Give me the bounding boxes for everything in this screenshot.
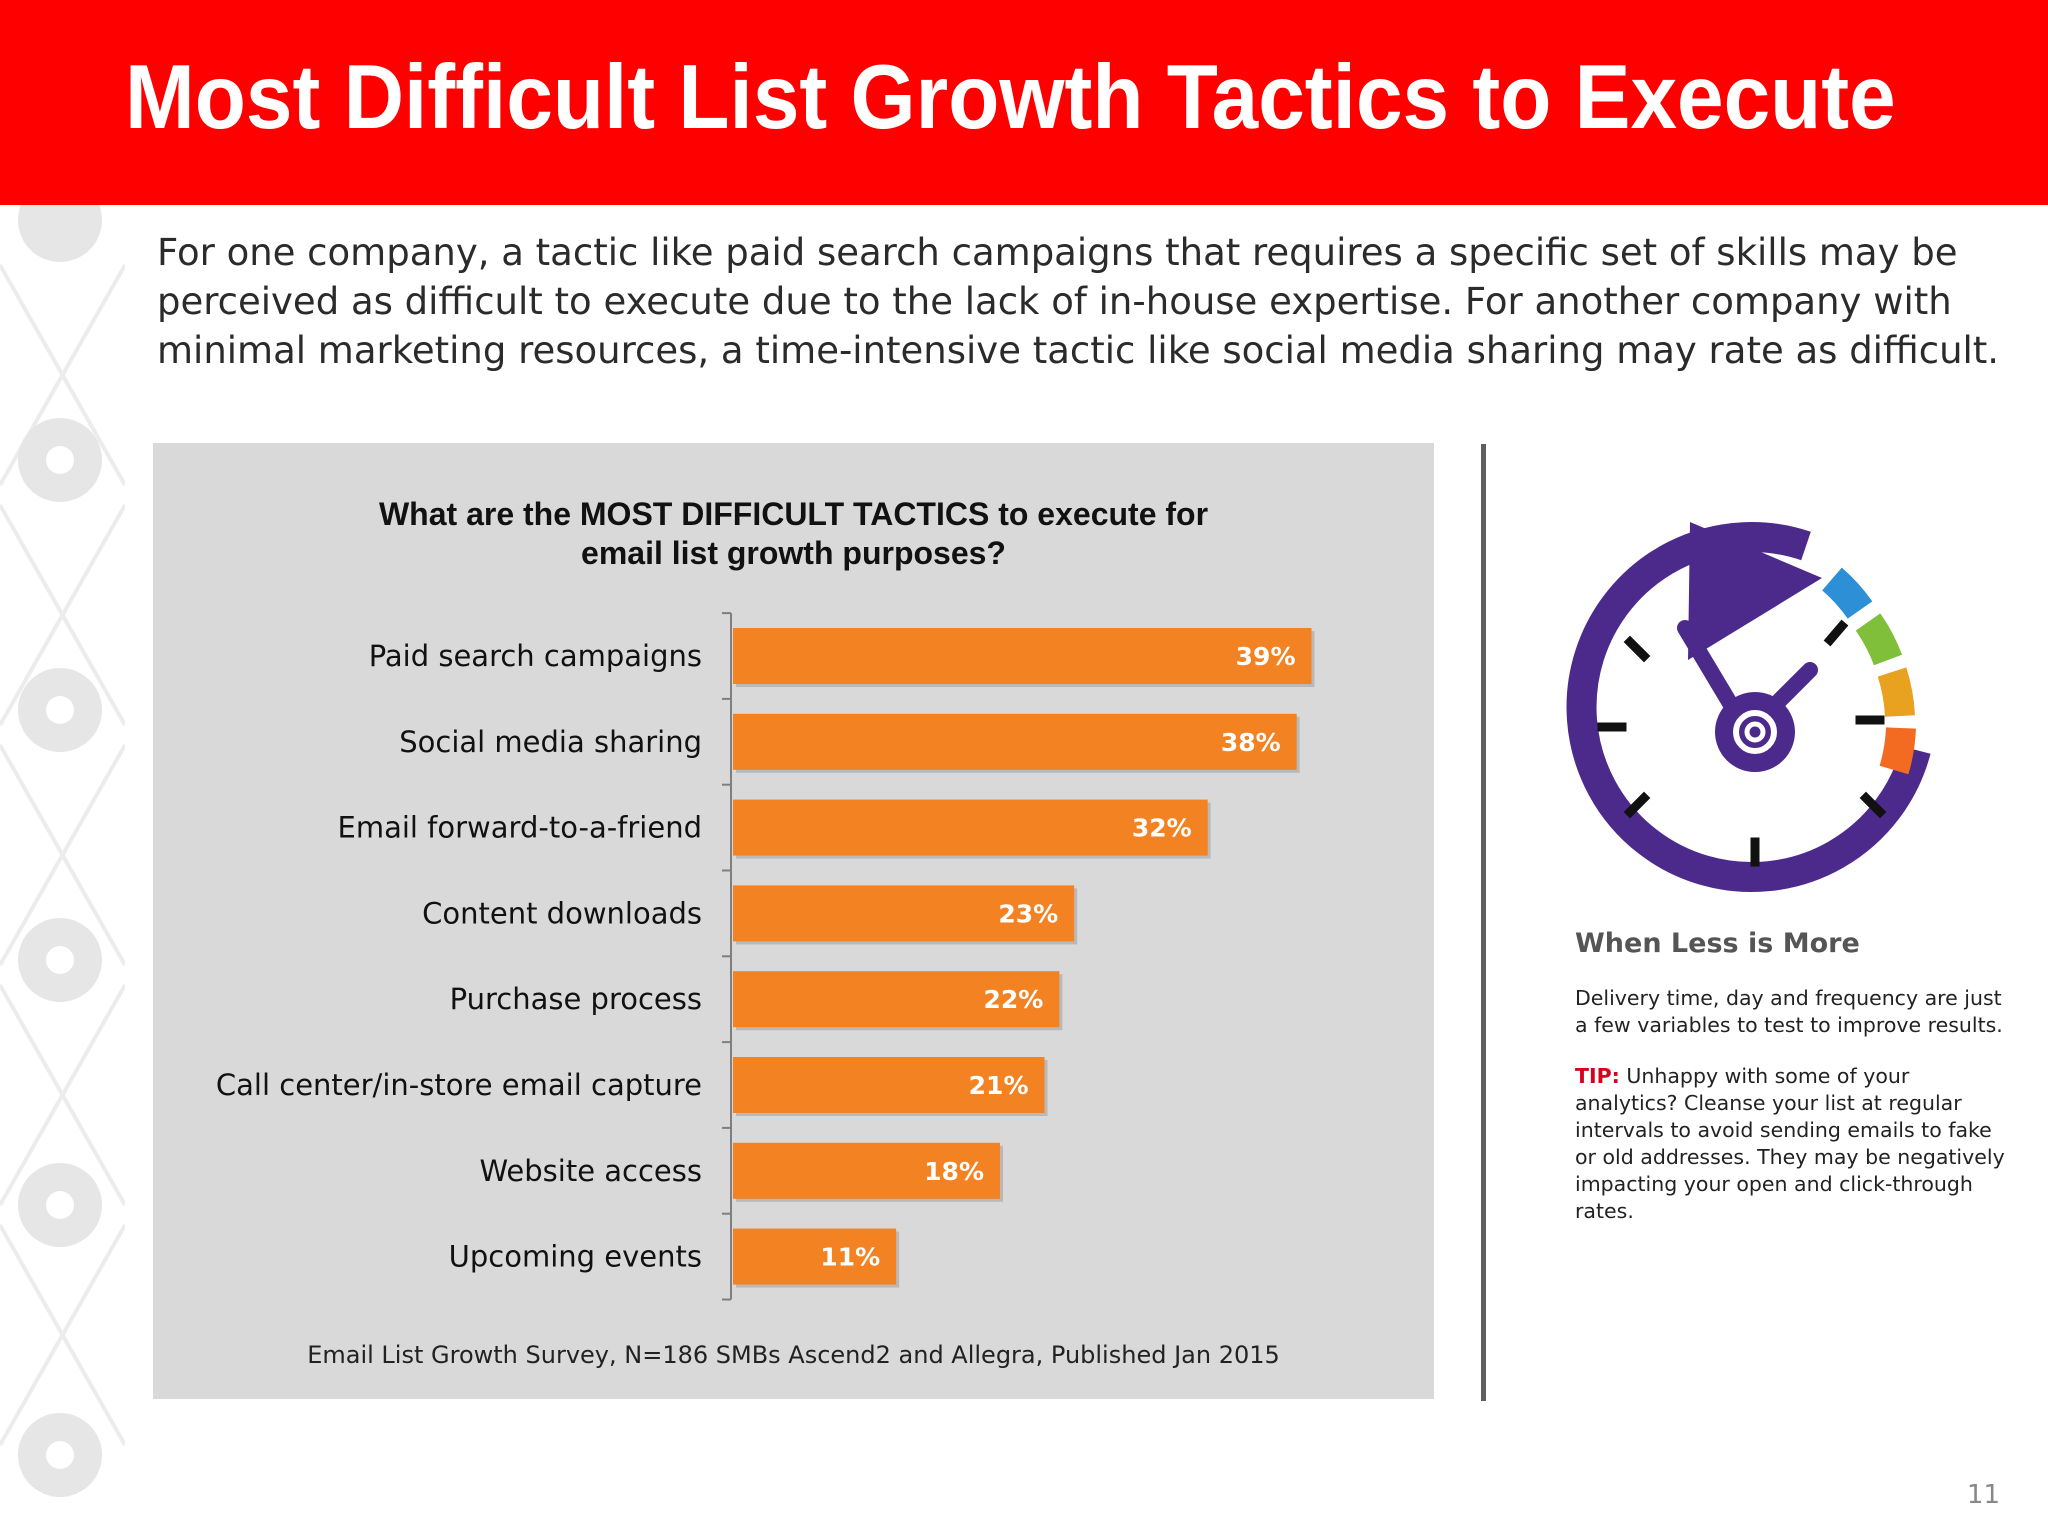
data-label: 11% xyxy=(820,1243,880,1272)
category-label: Social media sharing xyxy=(399,725,702,759)
category-label: Email forward-to-a-friend xyxy=(338,811,703,845)
bar xyxy=(733,799,1208,856)
chart-title: What are the MOST DIFFICULT TACTICS to e… xyxy=(153,495,1434,573)
category-label: Call center/in-store email capture xyxy=(216,1068,702,1102)
chart-title-line-2: email list growth purposes? xyxy=(581,535,1006,571)
page-number: 11 xyxy=(1966,1480,2000,1510)
tip-text: Unhappy with some of your analytics? Cle… xyxy=(1575,1064,2005,1223)
chart-panel: What are the MOST DIFFICULT TACTICS to e… xyxy=(153,443,1434,1399)
clock-at-icon xyxy=(1566,522,1931,892)
page-title: Most Difficult List Growth Tactics to Ex… xyxy=(125,47,1896,148)
data-label: 32% xyxy=(1132,814,1192,843)
tip-paragraph: TIP: Unhappy with some of your analytics… xyxy=(1575,1063,2015,1225)
data-label: 38% xyxy=(1221,728,1281,757)
decorative-icon-strip xyxy=(0,205,125,1497)
tip-label: TIP: xyxy=(1575,1064,1620,1088)
bar-chart: Paid search campaigns 39% Social media sha… xyxy=(216,612,1315,1301)
bar xyxy=(733,1142,1000,1199)
tip-box: When Less is More Delivery time, day and… xyxy=(1575,928,2015,1249)
tip-description: Delivery time, day and frequency are jus… xyxy=(1575,986,2003,1037)
category-label: Content downloads xyxy=(422,896,702,930)
category-label: Website access xyxy=(479,1154,702,1188)
bar xyxy=(733,628,1312,684)
data-label: 21% xyxy=(969,1071,1029,1100)
bar xyxy=(733,713,1297,770)
data-label: 23% xyxy=(998,899,1058,928)
intro-paragraph: For one company, a tactic like paid sear… xyxy=(157,231,2000,372)
tip-heading: When Less is More xyxy=(1575,928,1860,959)
title-bar: Most Difficult List Growth Tactics to Ex… xyxy=(0,0,2048,205)
bar xyxy=(733,1228,897,1285)
bar xyxy=(733,971,1060,1028)
bar xyxy=(733,885,1075,942)
category-label: Purchase process xyxy=(450,982,702,1016)
data-label: 18% xyxy=(924,1157,984,1186)
category-label: Upcoming events xyxy=(449,1240,702,1274)
chart-title-line-1: What are the MOST DIFFICULT TACTICS to e… xyxy=(378,496,1209,532)
vertical-divider xyxy=(1481,444,1486,1401)
bar xyxy=(733,1057,1045,1113)
chart-source-note: Email List Growth Survey, N=186 SMBs Asc… xyxy=(307,1341,1280,1369)
category-label: Paid search campaigns xyxy=(369,639,702,673)
data-label: 22% xyxy=(983,985,1043,1014)
data-label: 39% xyxy=(1236,642,1296,671)
